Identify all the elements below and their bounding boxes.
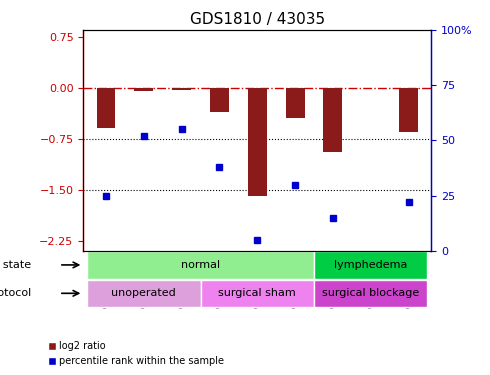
Text: disease state: disease state xyxy=(0,260,31,270)
Bar xyxy=(210,88,229,111)
Text: lymphedema: lymphedema xyxy=(334,260,407,270)
Bar xyxy=(248,88,267,196)
Bar xyxy=(399,88,418,132)
Text: normal: normal xyxy=(181,260,220,270)
Text: surgical sham: surgical sham xyxy=(219,288,296,298)
Bar xyxy=(97,88,116,129)
Bar xyxy=(134,88,153,91)
Bar xyxy=(286,88,304,118)
Text: unoperated: unoperated xyxy=(111,288,176,298)
Bar xyxy=(323,88,343,152)
Text: surgical blockage: surgical blockage xyxy=(322,288,419,298)
Legend: log2 ratio, percentile rank within the sample: log2 ratio, percentile rank within the s… xyxy=(44,338,227,370)
FancyBboxPatch shape xyxy=(314,280,427,307)
FancyBboxPatch shape xyxy=(87,251,314,279)
FancyBboxPatch shape xyxy=(314,251,427,279)
Title: GDS1810 / 43035: GDS1810 / 43035 xyxy=(190,12,325,27)
Text: protocol: protocol xyxy=(0,288,31,298)
FancyBboxPatch shape xyxy=(87,280,200,307)
Bar xyxy=(172,88,191,90)
FancyBboxPatch shape xyxy=(200,280,314,307)
